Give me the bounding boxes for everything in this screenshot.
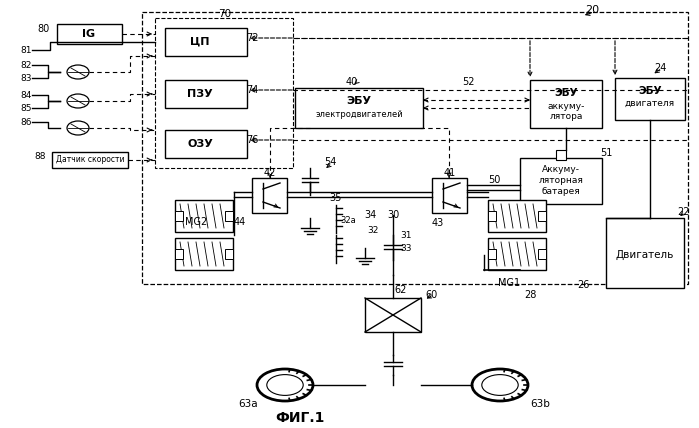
Bar bbox=[175, 211, 183, 221]
Text: лятора: лятора bbox=[549, 112, 583, 121]
Text: ФИГ.1: ФИГ.1 bbox=[275, 411, 325, 425]
Text: 42: 42 bbox=[264, 168, 276, 178]
Bar bbox=[165, 130, 247, 158]
Bar bbox=[488, 211, 496, 221]
Text: 60: 60 bbox=[426, 290, 438, 300]
Bar bbox=[488, 238, 546, 270]
Text: 22: 22 bbox=[677, 207, 689, 217]
Bar bbox=[520, 158, 602, 204]
Bar bbox=[295, 88, 423, 128]
Text: 40: 40 bbox=[346, 77, 358, 87]
Bar bbox=[530, 80, 602, 128]
Bar bbox=[538, 211, 546, 221]
Text: 62: 62 bbox=[394, 285, 406, 295]
Text: Датчик скорости: Датчик скорости bbox=[56, 155, 124, 164]
Text: батарея: батарея bbox=[542, 187, 580, 196]
Text: 86: 86 bbox=[20, 118, 31, 127]
Text: ЭБУ: ЭБУ bbox=[554, 88, 578, 98]
Text: 30: 30 bbox=[387, 210, 399, 220]
Text: ЭБУ: ЭБУ bbox=[347, 96, 372, 106]
Text: 31: 31 bbox=[401, 231, 412, 240]
Text: ЦП: ЦП bbox=[190, 37, 210, 47]
Bar bbox=[252, 178, 287, 213]
Bar bbox=[175, 249, 183, 259]
Text: 50: 50 bbox=[488, 175, 500, 185]
Text: 82: 82 bbox=[20, 60, 31, 69]
Text: ПЗУ: ПЗУ bbox=[187, 89, 213, 99]
Bar bbox=[488, 200, 546, 232]
Bar bbox=[175, 238, 233, 270]
Bar bbox=[432, 178, 467, 213]
Text: ляторная: ляторная bbox=[538, 175, 584, 184]
Text: MG1: MG1 bbox=[498, 278, 520, 288]
Text: 44: 44 bbox=[234, 217, 246, 227]
Text: 83: 83 bbox=[20, 74, 31, 83]
Text: IG: IG bbox=[82, 29, 96, 39]
Bar bbox=[556, 150, 566, 160]
Text: 43: 43 bbox=[432, 218, 444, 228]
Text: 20: 20 bbox=[585, 5, 599, 15]
Text: 80: 80 bbox=[38, 24, 50, 34]
Bar bbox=[488, 249, 496, 259]
Bar bbox=[165, 28, 247, 56]
Bar bbox=[365, 298, 421, 332]
Text: Двигатель: Двигатель bbox=[616, 250, 675, 260]
Text: электродвигателей: электродвигателей bbox=[315, 110, 403, 119]
Text: 26: 26 bbox=[577, 280, 589, 290]
Bar bbox=[225, 249, 233, 259]
Text: аккуму-: аккуму- bbox=[547, 101, 584, 110]
Bar bbox=[615, 78, 685, 120]
Text: 52: 52 bbox=[462, 77, 474, 87]
Text: 32: 32 bbox=[367, 226, 379, 235]
Bar bbox=[57, 24, 122, 44]
Text: Аккуму-: Аккуму- bbox=[542, 164, 580, 173]
Text: 63a: 63a bbox=[238, 399, 258, 409]
Text: MG2: MG2 bbox=[185, 217, 207, 227]
Text: 28: 28 bbox=[524, 290, 536, 300]
Bar bbox=[225, 211, 233, 221]
Text: 63b: 63b bbox=[530, 399, 550, 409]
Bar bbox=[606, 218, 684, 288]
Text: 32a: 32a bbox=[340, 216, 356, 225]
Text: 76: 76 bbox=[246, 135, 258, 145]
Text: ЭБУ: ЭБУ bbox=[638, 86, 662, 96]
Text: 74: 74 bbox=[246, 85, 258, 95]
Text: 72: 72 bbox=[246, 33, 258, 43]
Text: 84: 84 bbox=[20, 90, 31, 99]
Text: 85: 85 bbox=[20, 104, 31, 113]
Bar bbox=[175, 200, 233, 232]
Text: 70: 70 bbox=[218, 9, 231, 19]
Text: 41: 41 bbox=[444, 168, 456, 178]
Text: 81: 81 bbox=[20, 45, 31, 54]
Text: 34: 34 bbox=[364, 210, 376, 220]
Bar bbox=[165, 80, 247, 108]
Bar bbox=[52, 152, 128, 168]
Text: 51: 51 bbox=[600, 148, 612, 158]
Text: 88: 88 bbox=[34, 152, 46, 161]
Text: 35: 35 bbox=[329, 193, 341, 203]
Text: 24: 24 bbox=[654, 63, 666, 73]
Bar bbox=[538, 249, 546, 259]
Text: двигателя: двигателя bbox=[625, 98, 675, 107]
Text: 33: 33 bbox=[401, 244, 412, 253]
Text: 54: 54 bbox=[324, 157, 336, 167]
Text: ОЗУ: ОЗУ bbox=[187, 139, 213, 149]
